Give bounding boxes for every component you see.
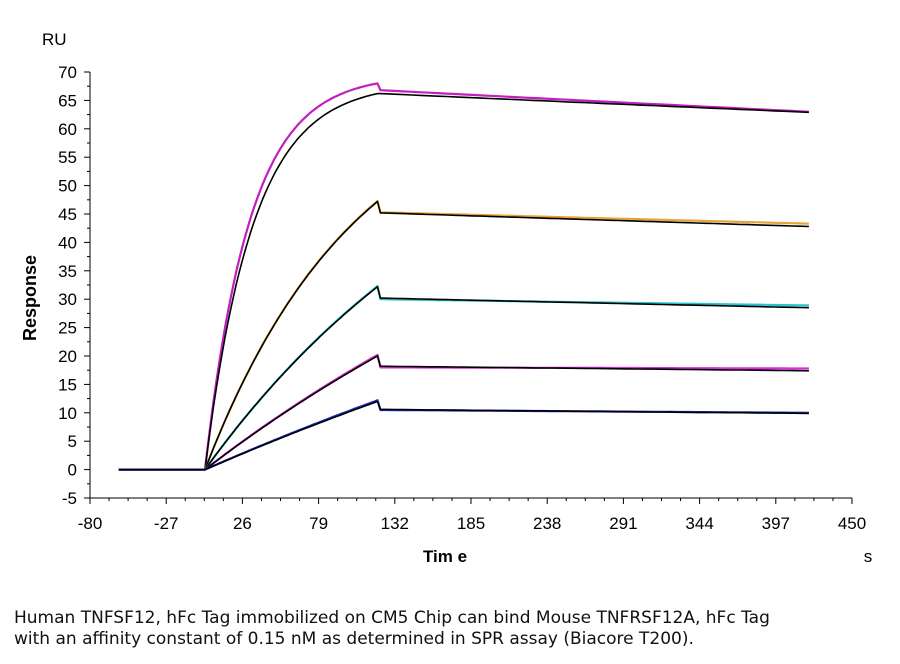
x-tick-label: 79 xyxy=(309,514,328,533)
y-unit-label: RU xyxy=(42,30,67,49)
figure-caption: Human TNFSF12, hFc Tag immobilized on CM… xyxy=(14,608,894,650)
y-tick-label: 55 xyxy=(58,148,77,167)
series-fit-1 xyxy=(118,92,809,471)
y-tick-label: 45 xyxy=(58,205,77,224)
x-tick-label: 450 xyxy=(838,514,866,533)
y-tick-label: 50 xyxy=(58,177,77,196)
y-tick-label: 70 xyxy=(58,63,77,82)
x-tick-label: 185 xyxy=(457,514,485,533)
y-tick-label: 10 xyxy=(58,404,77,423)
series-curve-2 xyxy=(118,199,809,471)
caption-line-2: with an affinity constant of 0.15 nM as … xyxy=(14,629,694,649)
y-tick-label: 0 xyxy=(68,461,77,480)
series-curve-3 xyxy=(118,285,809,471)
series-fit-2 xyxy=(118,200,809,471)
y-axis-title: Response xyxy=(20,255,40,341)
y-tick-label: 25 xyxy=(58,319,77,338)
axes: -5 0 5 10 15 20 25 30 35 40 45 50 55 60 65 70 -80 -27 26 79… xyxy=(58,63,866,533)
series-fit-5 xyxy=(118,400,809,471)
y-tick-label: -5 xyxy=(62,489,77,508)
x-tick-label: 132 xyxy=(381,514,409,533)
caption-line-1: Human TNFSF12, hFc Tag immobilized on CM… xyxy=(14,608,770,628)
x-tick-label: 397 xyxy=(762,514,790,533)
y-tick-label: 20 xyxy=(58,347,77,366)
x-tick-label: -27 xyxy=(154,514,179,533)
y-tick-label: 65 xyxy=(58,91,77,110)
x-tick-label: -80 xyxy=(78,514,103,533)
x-tick-label: 26 xyxy=(233,514,252,533)
x-tick-label: 291 xyxy=(609,514,637,533)
chart-canvas: RU Response Tim e s -5 0 5 10 15 20 25 30 35 40 45… xyxy=(20,30,873,566)
x-unit-label: s xyxy=(864,547,873,566)
series-curve-1 xyxy=(118,82,809,471)
y-tick-label: 30 xyxy=(58,290,77,309)
y-tick-label: 40 xyxy=(58,233,77,252)
y-tick-label: 35 xyxy=(58,262,77,281)
series-fit-3 xyxy=(118,285,809,471)
x-axis-title: Tim e xyxy=(423,547,467,566)
x-tick-label: 344 xyxy=(685,514,713,533)
y-tick-label: 60 xyxy=(58,120,77,139)
series-layer xyxy=(118,82,809,471)
x-tick-label: 238 xyxy=(533,514,561,533)
sensorgram-chart: RU Response Tim e s -5 0 5 10 15 20 25 30 35 40 45… xyxy=(20,30,873,566)
y-tick-label: 5 xyxy=(68,432,77,451)
y-tick-label: 15 xyxy=(58,375,77,394)
series-fit-4 xyxy=(118,355,809,471)
